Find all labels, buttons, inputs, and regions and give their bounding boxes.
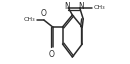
Text: CH₃: CH₃ [24, 17, 36, 22]
Text: O: O [41, 9, 46, 18]
Text: N: N [79, 2, 84, 11]
Text: N: N [64, 2, 70, 11]
Text: CH₃: CH₃ [93, 5, 105, 10]
Text: O: O [49, 50, 55, 59]
